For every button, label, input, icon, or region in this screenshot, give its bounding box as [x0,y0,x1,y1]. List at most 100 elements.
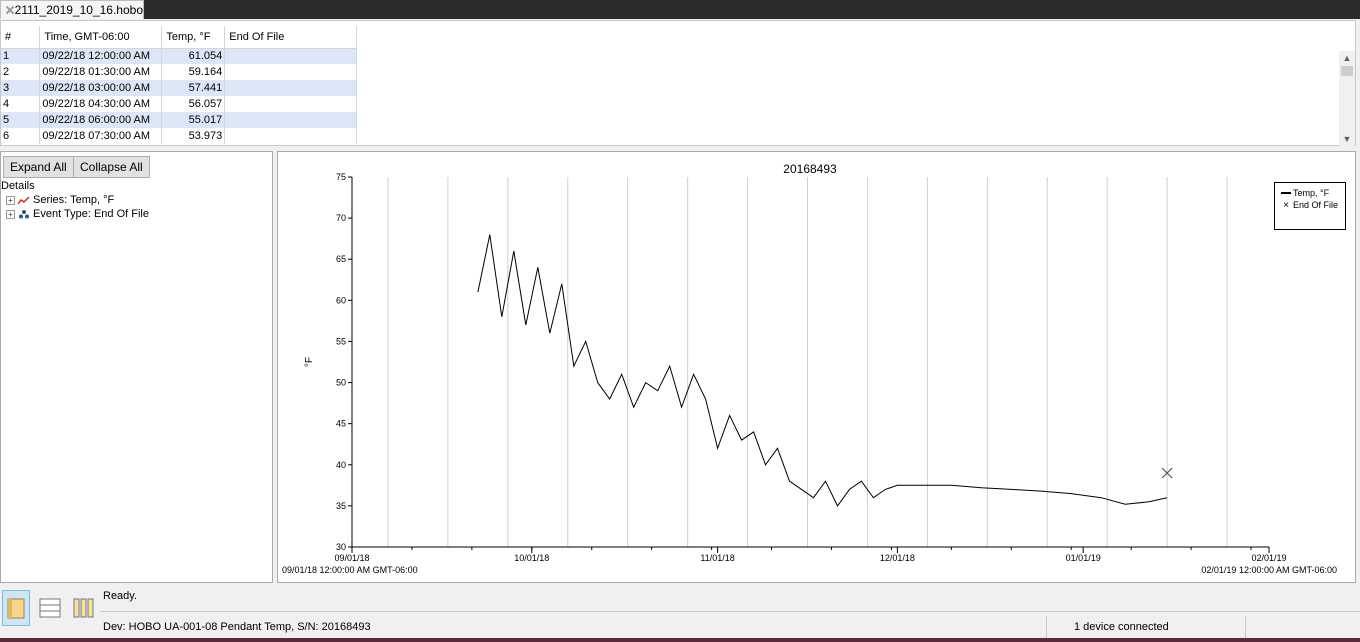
scroll-thumb[interactable] [1341,66,1353,76]
table-row[interactable]: 5 09/22/18 06:00:00 AM 55.017 [1,112,357,128]
table-view-button[interactable] [36,590,64,626]
data-table: # Time, GMT-06:00 Temp, °F End Of File 1… [1,26,357,144]
tab-file[interactable]: 2111_2019_10_16.hobo [0,0,144,19]
cell-time: 09/22/18 01:30:00 AM [39,64,163,80]
y-tick-label: 40 [336,460,346,470]
table-row[interactable]: 2 09/22/18 01:30:00 AM 59.164 [1,64,357,80]
cell-time: 09/22/18 07:30:00 AM [39,128,163,144]
tab-label: 2111_2019_10_16.hobo [14,3,143,17]
scroll-down-icon[interactable]: ▼ [1342,134,1352,144]
expand-all-button[interactable]: Expand All [3,156,74,178]
chart-title: 20168493 [783,162,837,176]
table-row[interactable]: 3 09/22/18 03:00:00 AM 57.441 [1,80,357,96]
close-icon[interactable] [5,5,11,15]
x-tick-label: 09/01/18 [334,553,369,563]
separator [1046,616,1047,638]
cell-temp: 53.973 [161,128,226,144]
cell-eof [224,112,357,128]
table-row[interactable]: 6 09/22/18 07:30:00 AM 53.973 [1,128,357,144]
cell-eof [224,48,357,64]
y-tick-label: 75 [336,172,346,182]
cell-index: 3 [1,80,41,96]
cell-temp: 59.164 [161,64,226,80]
table-row[interactable]: 4 09/22/18 04:30:00 AM 56.057 [1,96,357,112]
cell-index: 5 [1,112,41,128]
table-icon [39,598,61,618]
status-text: Ready. [103,590,138,602]
cell-index: 1 [1,48,41,64]
y-axis-label: °F [304,357,315,367]
col-header-temp[interactable]: Temp, °F [161,26,226,49]
chart-legend: Temp, °F × End Of File [1274,182,1346,230]
x-end-label: 02/01/19 12:00:00 AM GMT-06:00 [1201,565,1337,575]
y-tick-label: 55 [336,336,346,346]
series-line-temp [477,234,1168,507]
y-tick-label: 30 [336,542,346,552]
temperature-chart[interactable]: 30 35 40 45 50 55 60 65 70 75 09/01/18 10/01/18 11/… [278,152,1355,582]
table-scrollbar[interactable]: ▲ ▼ [1339,51,1355,146]
x-tick-label: 10/01/18 [514,553,549,563]
y-tick-label: 65 [336,254,346,264]
col-header-eof[interactable]: End Of File [224,26,357,49]
view-switcher [0,590,98,626]
legend-label: Temp, °F [1293,188,1330,198]
data-table-panel: # Time, GMT-06:00 Temp, °F End Of File 1… [0,20,1356,146]
tree-item-series[interactable]: + Series: Temp, °F [6,194,114,206]
y-tick-label: 70 [336,213,346,223]
book-icon [7,598,25,619]
line-series-icon [18,196,30,204]
legend-label: End Of File [1293,200,1339,210]
x-tick-label: 01/01/19 [1066,553,1101,563]
cell-time: 09/22/18 06:00:00 AM [39,112,163,128]
cell-eof [224,96,357,112]
cell-temp: 61.054 [161,48,226,64]
taskbar-edge [0,638,1360,642]
cell-index: 2 [1,64,41,80]
line-icon [1281,192,1291,194]
event-icon [19,209,29,218]
tree-item-label: Event Type: End Of File [33,208,149,220]
columns-view-button[interactable] [70,590,98,626]
details-pane: Expand All Collapse All Details + Series… [0,151,273,583]
cell-eof [224,80,357,96]
cell-temp: 57.441 [161,80,226,96]
col-header-index[interactable]: # [1,26,41,49]
expand-icon[interactable]: + [6,209,15,219]
cell-time: 09/22/18 03:00:00 AM [39,80,163,96]
collapse-all-button[interactable]: Collapse All [73,156,150,178]
tab-bar: 2111_2019_10_16.hobo [0,0,1360,19]
device-info: Dev: HOBO UA-001-08 Pendant Temp, S/N: 2… [103,621,371,633]
cell-index: 6 [1,128,41,144]
cell-time: 09/22/18 12:00:00 AM [39,48,163,64]
cell-temp: 56.057 [161,96,226,112]
legend-entry-eof: × End Of File [1281,199,1339,211]
columns-icon [73,598,94,618]
y-tick-label: 35 [336,501,346,511]
cell-eof [224,64,357,80]
status-bar: Ready. Dev: HOBO UA-001-08 Pendant Temp,… [0,586,1360,642]
table-row[interactable]: 1 09/22/18 12:00:00 AM 61.054 [1,48,357,64]
x-start-label: 09/01/18 12:00:00 AM GMT-06:00 [282,565,418,575]
tree-item-event[interactable]: + Event Type: End Of File [6,208,149,220]
tree-title: Details [1,180,35,192]
x-tick-label: 02/01/19 [1251,553,1286,563]
device-count: 1 device connected [1074,621,1169,633]
col-header-time[interactable]: Time, GMT-06:00 [39,26,163,49]
y-tick-label: 60 [336,295,346,305]
x-tick-label: 12/01/18 [880,553,915,563]
x-marker-icon: × [1283,199,1289,211]
cell-temp: 55.017 [161,112,226,128]
cell-eof [224,128,357,144]
cell-index: 4 [1,96,41,112]
scroll-up-icon[interactable]: ▲ [1342,53,1352,63]
chart-pane: 30 35 40 45 50 55 60 65 70 75 09/01/18 10/01/18 11/… [277,151,1356,583]
divider [100,611,1360,612]
tree-item-label: Series: Temp, °F [33,194,115,206]
details-view-button[interactable] [2,590,30,626]
legend-entry-temp: Temp, °F [1281,187,1339,199]
y-tick-label: 45 [336,419,346,429]
expand-icon[interactable]: + [6,195,15,205]
separator [1245,616,1246,638]
y-tick-label: 50 [336,378,346,388]
event-marker-eof [1161,467,1173,479]
